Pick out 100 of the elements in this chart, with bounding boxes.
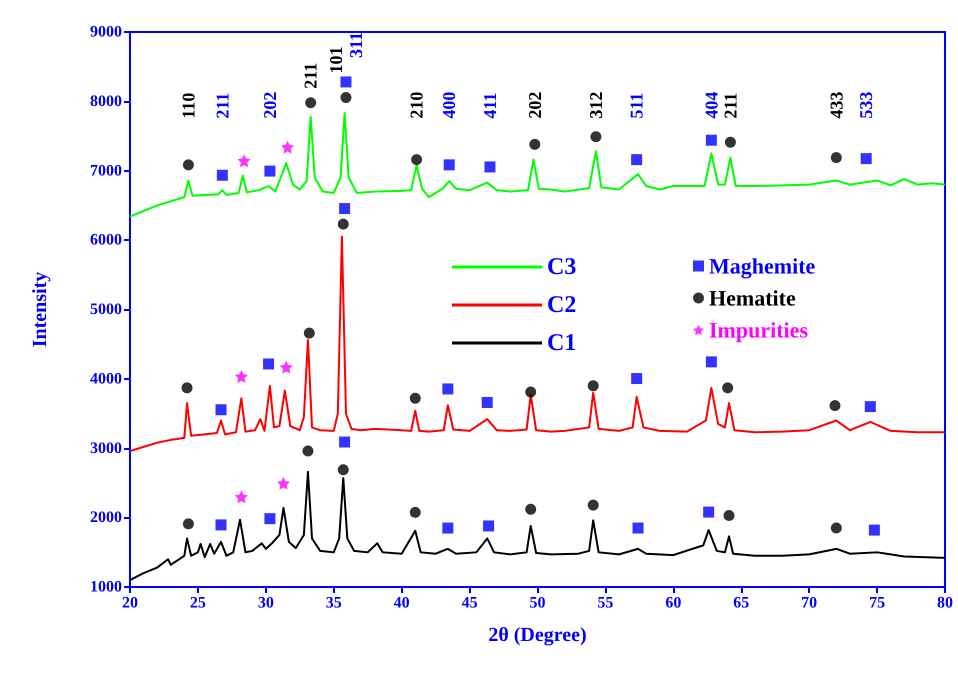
point (410, 506, 421, 518)
y-tick-label: 6000 (90, 232, 122, 249)
x-tick-label: 35 (326, 594, 342, 612)
annotation: 511 (626, 92, 647, 119)
annotation: 404 (701, 92, 722, 119)
point (442, 522, 454, 534)
point (860, 153, 872, 164)
annotation: 411 (480, 92, 500, 119)
point (216, 170, 228, 181)
annotation: 202 (524, 92, 545, 119)
point (339, 436, 350, 448)
point (264, 166, 276, 177)
y-tick-label: 3000 (90, 440, 122, 457)
x-tick-label: 60 (665, 594, 682, 612)
point (868, 524, 880, 536)
annotation: 211 (720, 92, 740, 119)
x-tick-label: 70 (801, 594, 818, 612)
annotation: 101 (326, 46, 346, 74)
annotation: 110 (178, 92, 198, 119)
point (182, 159, 194, 170)
point (411, 154, 422, 166)
point (442, 383, 454, 394)
point (182, 382, 193, 394)
annotation: 400 (439, 92, 460, 119)
x-tick-label: 55 (597, 594, 614, 612)
x-tick-label: 80 (937, 594, 953, 612)
annotation: 312 (586, 92, 606, 119)
point (525, 504, 536, 515)
x-tick-label: 25 (190, 594, 206, 612)
point (830, 522, 842, 534)
point (588, 500, 599, 511)
annotation: 433 (826, 92, 846, 119)
point (238, 154, 251, 168)
y-tick-label: 2000 (90, 509, 122, 526)
annotation: 211 (212, 92, 232, 119)
point (722, 382, 734, 394)
point (304, 328, 315, 339)
y-tick-label: 8000 (90, 92, 122, 110)
point (590, 131, 602, 142)
point (830, 152, 842, 164)
point (706, 134, 717, 146)
legend-label: Maghemite (709, 254, 816, 278)
point (529, 138, 540, 150)
point (280, 360, 293, 374)
x-axis-title: 2θ (Degree) (488, 624, 587, 646)
point (234, 370, 248, 383)
line-series (129, 470, 946, 582)
point (281, 140, 294, 154)
y-tick-label: 4000 (90, 370, 122, 388)
point (182, 518, 194, 530)
x-tick-label: 30 (258, 594, 274, 612)
point (724, 510, 735, 522)
point (588, 380, 599, 392)
line-series (129, 236, 946, 452)
point (631, 373, 642, 384)
y-tick-label: 1000 (90, 578, 122, 596)
point (484, 161, 496, 172)
y-tick-label: 5000 (90, 301, 122, 318)
point (410, 392, 421, 404)
x-tick-label: 65 (733, 594, 750, 612)
point (632, 522, 644, 534)
annotation: 311 (346, 32, 366, 58)
point (631, 154, 642, 166)
legend-label: Impurities (709, 318, 808, 342)
annotation: 211 (300, 62, 321, 89)
point (706, 356, 717, 368)
point (444, 159, 455, 170)
annotation: 533 (856, 92, 876, 119)
point (302, 446, 314, 457)
point (703, 506, 714, 518)
point (482, 396, 493, 408)
point (724, 136, 736, 148)
x-tick-label: 50 (530, 594, 546, 612)
x-tick-label: 45 (462, 594, 478, 612)
point (264, 513, 276, 524)
legend-label: Hematite (709, 286, 796, 310)
point (338, 218, 349, 230)
legend-label: C3 (547, 254, 576, 280)
point (340, 92, 352, 104)
legend-label: C2 (547, 292, 576, 318)
point (305, 97, 316, 108)
point (340, 76, 352, 88)
point (216, 404, 227, 416)
point (829, 400, 840, 412)
annotation: 202 (260, 92, 280, 119)
point (234, 490, 248, 504)
point (483, 520, 494, 532)
point (525, 386, 536, 398)
point (338, 464, 349, 476)
point (276, 476, 290, 490)
x-tick-label: 40 (394, 594, 410, 612)
y-axis-title: Intensity (29, 272, 51, 348)
y-tick-label: 9000 (90, 24, 122, 40)
y-tick-label: 7000 (90, 162, 122, 180)
annotation: 210 (406, 92, 427, 119)
point (864, 401, 876, 412)
point (339, 203, 350, 214)
point (216, 519, 227, 530)
x-tick-label: 20 (122, 594, 138, 612)
legend-label: C1 (547, 330, 576, 356)
